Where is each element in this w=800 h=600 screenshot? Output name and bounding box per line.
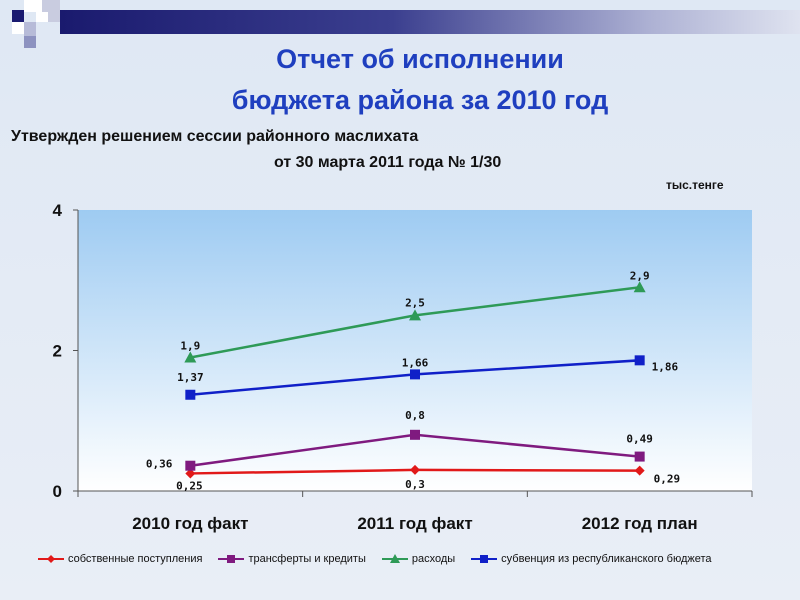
data-label: 0,29 (654, 473, 681, 486)
title-line-1: Отчет об исполнении (276, 44, 564, 74)
legend-item: трансферты и кредиты (218, 553, 366, 565)
y-tick-label: 4 (53, 201, 63, 220)
data-point (185, 468, 196, 479)
legend-swatch (38, 555, 64, 563)
data-label: 2,9 (630, 269, 650, 282)
legend-marker (227, 555, 236, 563)
legend-swatch (471, 555, 498, 563)
units-label: тыс.тенге (666, 178, 724, 192)
data-point (410, 464, 420, 475)
data-label: 1,9 (180, 340, 200, 353)
data-label: 0,25 (176, 479, 203, 492)
data-point (185, 389, 196, 400)
data-point (634, 465, 645, 476)
x-tick-label: 2012 год план (582, 514, 698, 533)
data-label: 0,49 (626, 433, 653, 446)
legend-label: трансферты и кредиты (248, 553, 366, 565)
decor-square (24, 0, 42, 12)
data-label: 1,86 (652, 360, 679, 373)
data-point (634, 355, 645, 366)
x-tick-label: 2010 год факт (132, 514, 248, 533)
legend-marker (480, 555, 489, 563)
x-tick-label: 2011 год факт (357, 514, 472, 533)
title-line-2: бюджета района за 2010 год (231, 85, 609, 115)
data-point (409, 309, 421, 321)
legend-label: расходы (411, 553, 456, 565)
decor-square (12, 10, 24, 22)
page-title: Отчет об исполнении (140, 43, 700, 75)
data-label: 1,66 (402, 356, 429, 369)
data-point (410, 369, 420, 380)
data-point (185, 460, 196, 471)
data-label: 2,5 (405, 296, 425, 309)
legend-marker (389, 554, 400, 563)
decor-square (24, 22, 36, 36)
decor-square (36, 12, 48, 22)
legend-item: собственные поступления (38, 553, 202, 565)
legend-marker (47, 555, 55, 563)
legend-label: собственные поступления (68, 553, 203, 565)
chart-legend: собственные поступления трансферты и кред… (38, 553, 712, 565)
data-point (184, 351, 197, 363)
data-label: 0,36 (146, 458, 173, 471)
header-bar (60, 10, 800, 34)
legend-swatch (218, 555, 245, 563)
data-point (410, 429, 420, 440)
legend-item: субвенция из республиканского бюджета (471, 553, 712, 565)
data-label: 1,37 (177, 371, 204, 384)
legend-item: расходы (381, 553, 456, 565)
decor-square (24, 36, 36, 48)
y-tick-label: 2 (53, 342, 62, 361)
subtitle-line-2: от 30 марта 2011 года № 1/30 (274, 154, 502, 171)
data-point (634, 451, 645, 462)
decor-square (12, 22, 24, 34)
page-title-line2: бюджета района за 2010 год (140, 84, 700, 116)
plot-area (78, 210, 752, 491)
y-tick-label: 0 (53, 482, 62, 501)
data-point (633, 281, 646, 293)
legend-swatch (381, 554, 408, 563)
subtitle-line-1: Утвержден решением сессии районного масл… (11, 128, 419, 145)
data-label: 0,3 (405, 478, 425, 491)
legend-label: субвенция из республиканского бюджета (501, 553, 712, 565)
data-label: 0,8 (405, 409, 425, 422)
